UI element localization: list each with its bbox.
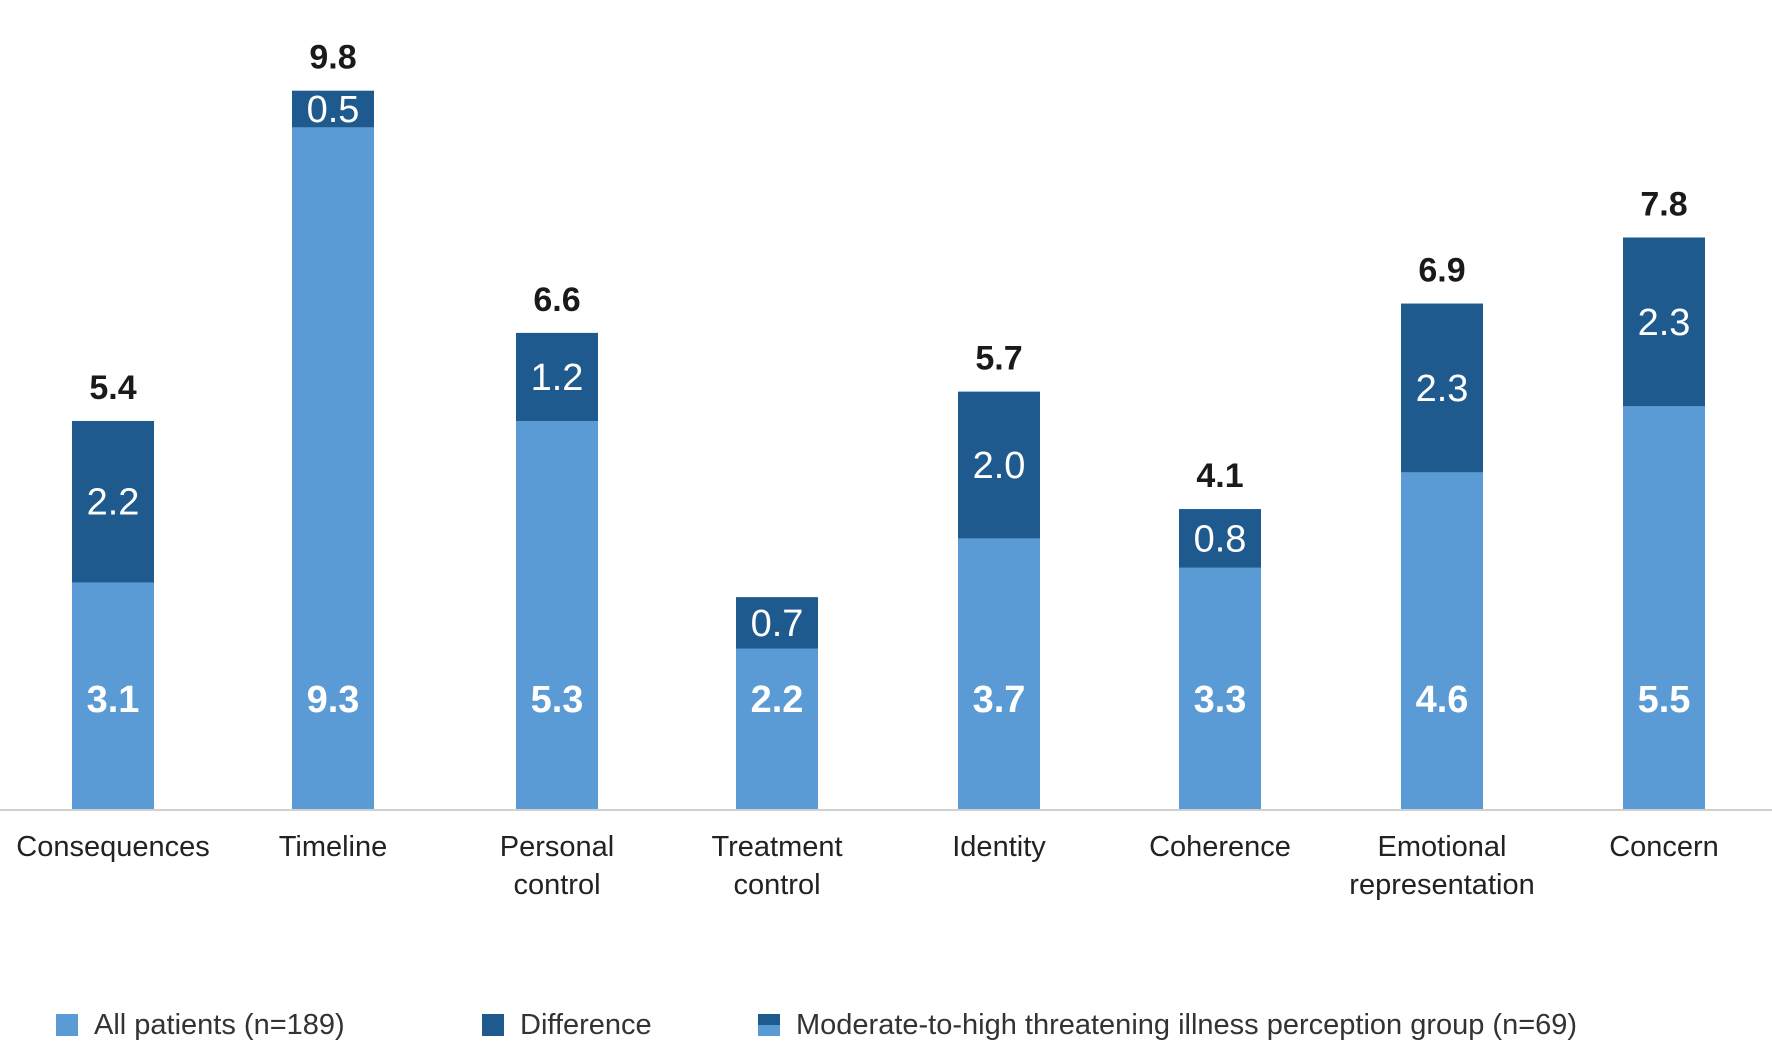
data-label-difference-coherence: 0.8 [1194,518,1247,560]
legend-swatch-moderate-to-high-threatening-illness-perception-group-n-69--bottom [758,1025,780,1036]
data-label-difference-personal-control: 1.2 [531,357,584,399]
legend-swatch-all-patients-n-189- [56,1014,78,1036]
category-label-identity: Identity [952,831,1046,863]
bar-difference-personal-control [516,332,598,421]
category-label-timeline: Timeline [279,831,388,863]
data-label-all-patients-timeline: 9.3 [307,679,360,721]
total-label-consequences: 5.4 [89,369,136,407]
total-label-personal-control: 6.6 [533,281,580,319]
data-label-all-patients-consequences: 3.1 [87,679,140,721]
data-label-difference-treatment-control: 0.7 [751,603,804,645]
bar-all-patients-concern [1623,406,1705,810]
data-label-all-patients-coherence: 3.3 [1194,679,1247,721]
bar-all-patients-emotional-representation [1401,472,1483,810]
bar-difference-identity [958,391,1040,539]
data-label-all-patients-emotional-representation: 4.6 [1416,679,1469,721]
legend-label-difference: Difference [520,1009,652,1041]
bar-all-patients-consequences [72,582,154,810]
category-label-consequences: Consequences [16,831,209,863]
data-label-difference-consequences: 2.2 [87,482,140,524]
bar-all-patients-timeline [292,127,374,810]
bar-all-patients-treatment-control [736,648,818,810]
category-label-treatment-control-line1: Treatment [711,831,842,863]
category-label-treatment-control-line2: control [733,869,820,901]
bar-difference-coherence [1179,509,1261,568]
data-label-all-patients-concern: 5.5 [1638,679,1691,721]
total-label-concern: 7.8 [1640,185,1687,223]
bar-difference-concern [1623,237,1705,407]
category-label-personal-control-line1: Personal [500,831,614,863]
total-label-identity: 5.7 [975,340,1022,378]
bar-all-patients-coherence [1179,567,1261,810]
total-label-timeline: 9.8 [309,39,356,77]
data-label-difference-identity: 2.0 [973,445,1026,487]
legend-swatch-moderate-to-high-threatening-illness-perception-group-n-69--top [758,1014,780,1025]
bar-difference-consequences [72,420,154,583]
bar-difference-timeline [292,90,374,128]
data-label-difference-timeline: 0.5 [307,89,360,131]
legend-label-moderate-to-high-threatening-illness-perception-group-n-69-: Moderate-to-high threatening illness per… [796,1009,1577,1041]
category-label-personal-control-line2: control [513,869,600,901]
bar-all-patients-identity [958,538,1040,810]
legend-swatch-difference [482,1014,504,1036]
bar-difference-emotional-representation [1401,303,1483,473]
legend-label-all-patients-n-189-: All patients (n=189) [94,1009,345,1041]
bar-difference-treatment-control [736,597,818,649]
data-label-difference-emotional-representation: 2.3 [1416,368,1469,410]
total-label-emotional-representation: 6.9 [1418,252,1465,290]
category-label-emotional-representation-line2: representation [1349,869,1534,901]
category-label-concern: Concern [1609,831,1719,863]
data-label-all-patients-personal-control: 5.3 [531,679,584,721]
data-label-all-patients-identity: 3.7 [973,679,1026,721]
data-label-difference-concern: 2.3 [1638,302,1691,344]
category-label-coherence: Coherence [1149,831,1291,863]
data-label-all-patients-treatment-control: 2.2 [751,679,804,721]
total-label-coherence: 4.1 [1196,457,1243,495]
bar-all-patients-personal-control [516,420,598,810]
category-label-emotional-representation-line1: Emotional [1378,831,1507,863]
